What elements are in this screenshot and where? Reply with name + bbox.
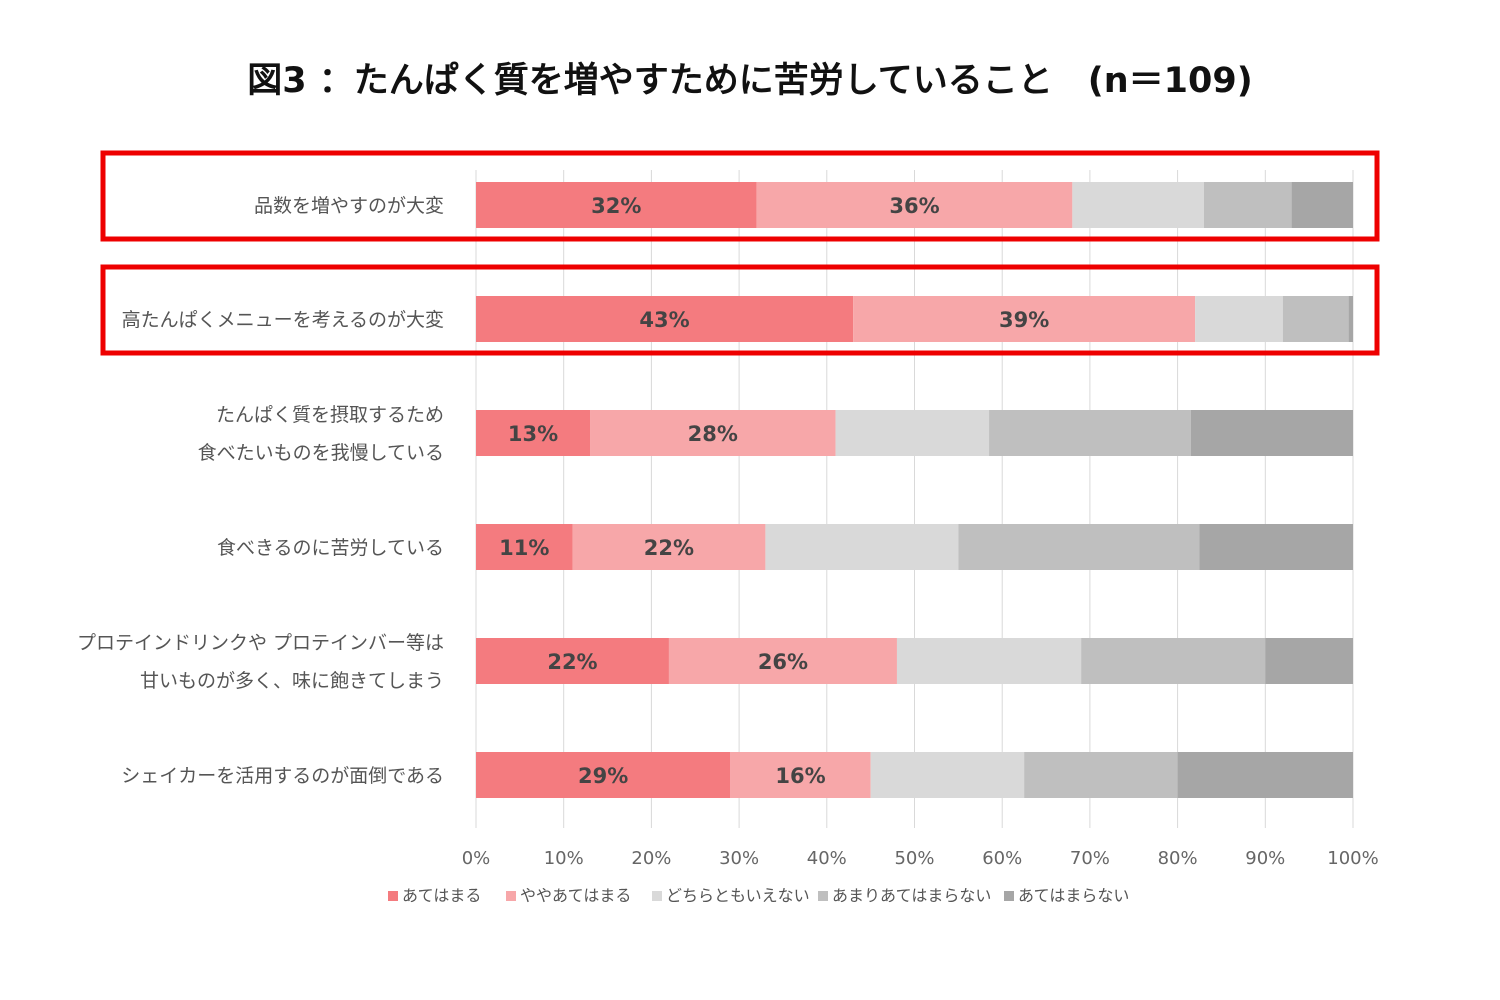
category-label: 甘いものが多く、味に飽きてしまう [140, 670, 444, 692]
bar-segment [476, 296, 854, 342]
bar-segment [668, 638, 897, 684]
data-label: 22% [547, 650, 597, 674]
x-tick-label: 50% [894, 848, 934, 869]
data-label: 39% [999, 308, 1049, 332]
x-tick-label: 80% [1158, 848, 1198, 869]
data-labels: 32% 36% 43% 39% 13% 28% 11% 22% 22% 26% 29% 16% [499, 194, 1049, 788]
bar-segment [1291, 182, 1353, 228]
x-axis-ticks: 0% 10% 20% 30% 40% 50% 60% 70% 80% 90% 100% [462, 848, 1379, 869]
legend-label: どちらともいえない [666, 886, 810, 905]
category-label: プロテインドリンクや プロテインバー等は [77, 632, 444, 654]
x-tick-label: 100% [1327, 848, 1378, 869]
legend-label: あまりあてはまらない [832, 886, 991, 905]
bars [476, 182, 1353, 798]
highlight-box [100, 264, 1380, 356]
x-tick-label: 30% [719, 848, 759, 869]
data-label: 28% [688, 422, 738, 446]
data-label: 26% [758, 650, 808, 674]
chart-title: 図3 ：たんぱく質を増やすために苦労していること (n＝109) [247, 61, 1253, 101]
category-label: 高たんぱくメニューを考えるのが大変 [122, 309, 444, 331]
bar-segment [958, 524, 1200, 570]
bar-segment [989, 410, 1191, 456]
legend: あてはまる ややあてはまる どちらともいえない あまりあてはまらない あてはまらない [388, 886, 1129, 905]
grid-lines [475, 170, 1354, 828]
bar-segment [1177, 752, 1353, 798]
bar-segment [476, 638, 669, 684]
bar-segment [1024, 752, 1178, 798]
bar-segment [1348, 296, 1353, 342]
bar-segment [476, 182, 757, 228]
category-label: たんぱく質を摂取するため [216, 404, 444, 426]
bar-segment [896, 638, 1082, 684]
data-label: 43% [639, 308, 689, 332]
x-tick-label: 60% [982, 848, 1022, 869]
bar-segment [1081, 638, 1266, 684]
bar-segment [870, 752, 1025, 798]
bar-segment [1265, 638, 1353, 684]
highlight-box [100, 150, 1380, 242]
x-tick-label: 20% [631, 848, 671, 869]
legend-swatch [818, 891, 828, 901]
data-label: 22% [644, 536, 694, 560]
legend-swatch [506, 891, 516, 901]
bar-segment [1203, 182, 1292, 228]
bar-segment [476, 524, 573, 570]
x-tick-label: 90% [1245, 848, 1285, 869]
legend-swatch [652, 891, 662, 901]
category-label: 食べたいものを我慢している [198, 442, 444, 464]
bar-segment [572, 524, 766, 570]
bar-segment [590, 410, 836, 456]
bar-segment [835, 410, 990, 456]
data-label: 11% [499, 536, 549, 560]
data-label: 16% [775, 764, 825, 788]
bar-segment [1199, 524, 1353, 570]
highlight-boxes [100, 150, 1380, 356]
legend-label: あてはまらない [1018, 886, 1129, 905]
legend-label: ややあてはまる [520, 886, 631, 905]
bar-segment [756, 182, 1073, 228]
bar-segment [1072, 182, 1204, 228]
bar-segment [1282, 296, 1349, 342]
category-label: シェイカーを活用するのが面倒である [121, 765, 444, 787]
category-label: 品数を増やすのが大変 [254, 195, 444, 217]
data-label: 29% [578, 764, 628, 788]
bar-segment [476, 410, 591, 456]
data-label: 32% [591, 194, 641, 218]
x-tick-label: 70% [1070, 848, 1110, 869]
category-labels: 品数を増やすのが大変高たんぱくメニューを考えるのが大変たんぱく質を摂取するため食… [77, 195, 444, 787]
bar-segment [476, 752, 731, 798]
bar-segment [1190, 410, 1353, 456]
bar-segment [853, 296, 1196, 342]
data-label: 13% [508, 422, 558, 446]
bar-segment [730, 752, 871, 798]
x-tick-label: 40% [807, 848, 847, 869]
bar-segment [1195, 296, 1283, 342]
data-label: 36% [889, 194, 939, 218]
category-label: 食べきるのに苦労している [217, 537, 444, 559]
legend-swatch [1004, 891, 1014, 901]
legend-swatch [388, 891, 398, 901]
bar-segment [765, 524, 959, 570]
legend-label: あてはまる [402, 886, 481, 905]
x-tick-label: 0% [462, 848, 491, 869]
x-tick-label: 10% [544, 848, 584, 869]
